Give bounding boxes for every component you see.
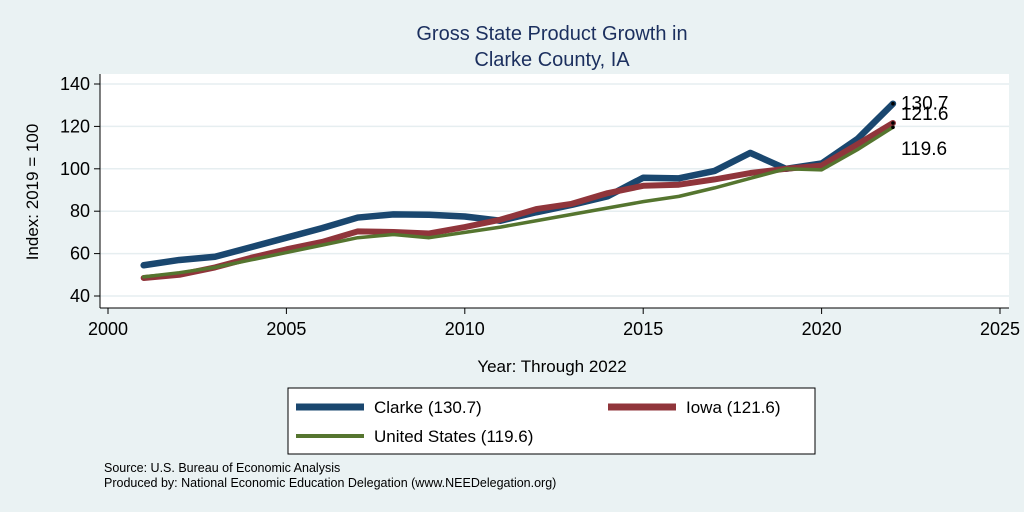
x-tick-label: 2015 [623, 319, 663, 339]
source-note: Source: U.S. Bureau of Economic Analysis [104, 461, 340, 475]
x-tick-label: 2025 [980, 319, 1020, 339]
legend-label-clarke: Clarke (130.7) [374, 398, 482, 417]
end-label-united-states: 119.6 [901, 139, 947, 160]
legend-label-iowa: Iowa (121.6) [686, 398, 781, 417]
end-point-clarke [891, 101, 895, 106]
x-tick-label: 2000 [88, 319, 128, 339]
axis-ticks: 40 60 80 100 120 140 2000 2005 2010 2015 2020 2025 [60, 74, 1020, 339]
y-axis-title: Index: 2019 = 100 [23, 124, 42, 261]
series-lines [140, 100, 897, 281]
y-tick-label: 140 [60, 74, 90, 94]
end-label-iowa: 121.6 [901, 104, 949, 125]
series-line-united-states [141, 125, 895, 279]
chart-title-line-1: Gross State Product Growth in [416, 23, 687, 45]
x-tick-label: 2020 [802, 319, 842, 339]
series-line-iowa [140, 120, 896, 281]
end-label-clarke: 130.7 [901, 94, 949, 115]
end-point-iowa [891, 121, 895, 125]
legend-label-united-states: United States (119.6) [374, 427, 533, 446]
legend-box [287, 387, 816, 455]
y-tick-label: 60 [70, 244, 90, 264]
plot-area [100, 74, 1009, 308]
x-tick-label: 2010 [445, 319, 485, 339]
x-axis-title: Year: Through 2022 [477, 357, 626, 376]
end-point-united-states [891, 125, 895, 130]
legend: Clarke (130.7) Iowa (121.6) United States … [296, 398, 781, 446]
produced-note: Produced by: National Economic Education… [104, 476, 556, 490]
x-tick-label: 2005 [266, 319, 306, 339]
y-tick-label: 100 [60, 159, 90, 179]
y-tick-label: 40 [70, 286, 90, 306]
y-tick-label: 120 [60, 116, 90, 136]
chart-title-line-2: Clarke County, IA [474, 49, 630, 71]
y-tick-label: 80 [70, 201, 90, 221]
